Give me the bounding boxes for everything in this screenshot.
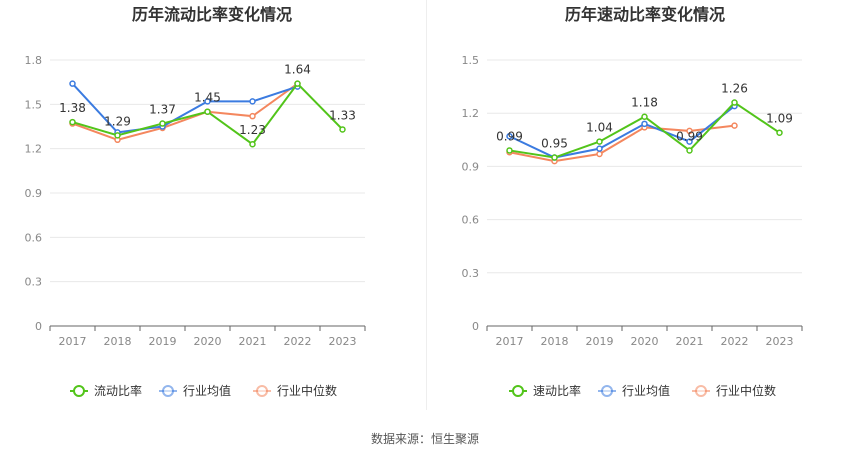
x-tick-label: 2022 <box>721 335 749 348</box>
x-tick-label: 2018 <box>104 335 132 348</box>
x-tick-label: 2023 <box>329 335 357 348</box>
legend-marker-avg <box>601 385 613 397</box>
data-point-median <box>731 122 738 129</box>
data-point-avg <box>686 138 693 145</box>
x-tick-label: 2017 <box>59 335 87 348</box>
data-label: 1.29 <box>104 114 131 128</box>
legend-label-avg: 行业均值 <box>622 383 670 398</box>
data-point-median <box>686 127 693 135</box>
panel-divider <box>426 0 427 410</box>
y-tick-label: 1.2 <box>462 107 480 120</box>
y-tick-label: 0.6 <box>462 214 480 227</box>
data-label: 1.04 <box>586 121 613 135</box>
data-point-main <box>159 120 166 127</box>
chart-title: 历年速动比率变化情况 <box>565 5 725 24</box>
legend-label-main: 速动比率 <box>533 383 581 398</box>
y-tick-label: 0 <box>472 320 479 333</box>
y-tick-label: 0.6 <box>25 231 43 244</box>
legend-label-avg: 行业均值 <box>183 383 231 398</box>
y-tick-label: 0.3 <box>25 276 43 289</box>
data-point-main <box>596 138 603 145</box>
data-point-median <box>249 112 256 120</box>
legend-marker-main <box>73 385 85 397</box>
data-point-median <box>596 150 603 158</box>
legend-label-main: 流动比率 <box>94 383 142 398</box>
data-label: 0.99 <box>496 129 523 143</box>
y-tick-label: 1.5 <box>462 54 480 67</box>
x-tick-label: 2017 <box>496 335 524 348</box>
data-label: 0.95 <box>541 137 568 151</box>
x-tick-label: 2020 <box>631 335 659 348</box>
legend-marker-median <box>256 385 268 397</box>
y-tick-label: 1.8 <box>25 54 43 67</box>
data-point-main <box>114 132 121 139</box>
x-tick-label: 2019 <box>149 335 177 348</box>
legend-marker-avg <box>162 385 174 397</box>
data-label: 1.37 <box>149 103 176 117</box>
data-point-main <box>69 118 76 126</box>
data-point-main <box>294 80 301 87</box>
data-point-main <box>339 126 346 133</box>
x-tick-label: 2019 <box>586 335 614 348</box>
legend-marker-main <box>512 385 524 397</box>
x-tick-label: 2023 <box>766 335 794 348</box>
y-tick-label: 1.5 <box>25 98 43 111</box>
series-line-median <box>72 82 299 141</box>
x-tick-label: 2022 <box>284 335 312 348</box>
data-point-avg <box>204 98 211 105</box>
data-source: 数据来源：恒生聚源 <box>370 432 479 446</box>
data-point-main <box>551 154 558 161</box>
x-tick-label: 2020 <box>194 335 222 348</box>
y-tick-label: 1.2 <box>25 143 43 156</box>
data-point-avg <box>69 80 76 87</box>
legend-label-median: 行业中位数 <box>716 383 776 398</box>
data-label: 1.64 <box>284 63 311 77</box>
data-point-main <box>204 108 211 115</box>
chart-title: 历年流动比率变化情况 <box>132 5 292 24</box>
series-line-median <box>509 124 735 163</box>
data-label: 1.18 <box>631 96 658 110</box>
y-tick-label: 0.9 <box>462 160 480 173</box>
data-label: 1.45 <box>194 91 221 105</box>
data-label: 1.33 <box>329 108 356 122</box>
legend-label-median: 行业中位数 <box>277 383 337 398</box>
legend-marker-median <box>695 385 707 397</box>
x-tick-label: 2021 <box>676 335 704 348</box>
data-label: 1.09 <box>766 112 793 126</box>
data-point-avg <box>506 133 513 140</box>
data-point-main <box>686 147 693 154</box>
data-label: 0.99 <box>676 129 703 143</box>
y-tick-label: 0.3 <box>462 267 480 280</box>
series-line-avg <box>509 105 736 159</box>
y-tick-label: 0.9 <box>25 187 43 200</box>
x-tick-label: 2021 <box>239 335 267 348</box>
data-point-main <box>506 147 513 154</box>
data-label: 1.26 <box>721 82 748 96</box>
data-label: 1.38 <box>59 101 86 115</box>
data-point-avg <box>641 120 648 128</box>
data-point-main <box>731 99 738 106</box>
data-point-avg <box>596 145 603 152</box>
y-tick-label: 0 <box>35 320 42 333</box>
data-point-main <box>641 113 648 120</box>
data-point-main <box>776 129 783 136</box>
data-point-avg <box>249 98 256 105</box>
series-line-avg <box>71 82 298 134</box>
x-tick-label: 2018 <box>541 335 569 348</box>
data-label: 1.23 <box>239 123 266 137</box>
data-point-main <box>249 140 256 148</box>
